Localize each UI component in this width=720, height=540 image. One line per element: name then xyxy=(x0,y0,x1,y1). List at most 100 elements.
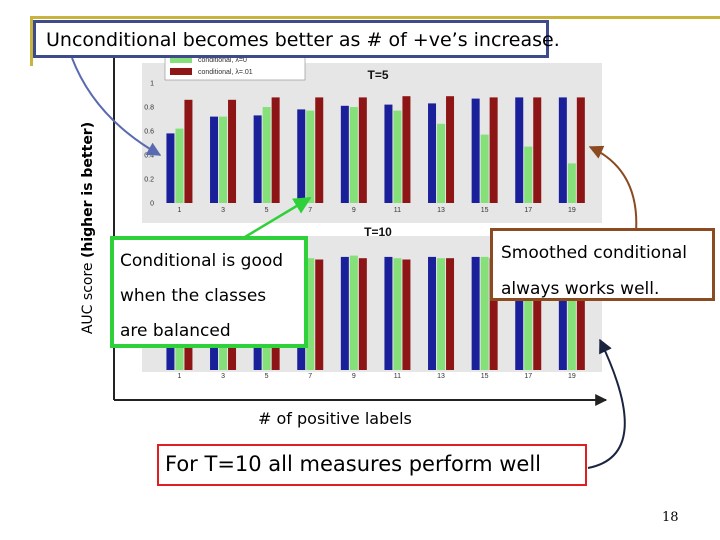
y-tick-chart0-1: 0.2 xyxy=(144,177,154,184)
bar-chart0-s2-c1 xyxy=(228,99,237,203)
callout-conditional-line2: when the classes xyxy=(120,286,267,306)
callout-smoothed-line2: always works well. xyxy=(501,279,660,299)
x-tick-chart0-9: 19 xyxy=(568,207,576,214)
x-tick-chart0-1: 3 xyxy=(221,207,225,214)
bar-chart0-s0-c9 xyxy=(558,97,567,203)
y-tick-chart0-0: 0 xyxy=(150,201,154,208)
bar-chart0-s2-c2 xyxy=(271,97,280,203)
arrow-to-smoothed xyxy=(588,145,638,233)
x-tick-chart1-9: 19 xyxy=(568,373,576,380)
bar-chart1-s0-c4 xyxy=(340,256,349,370)
bar-chart1-s2-c8 xyxy=(533,258,542,370)
bar-chart1-s0-c8 xyxy=(515,256,524,370)
decor-top-rule xyxy=(30,16,720,19)
chart-t5-y-axis: 0 0.2 0.4 0.6 0.8 1 xyxy=(144,81,154,208)
bar-chart0-s1-c1 xyxy=(219,116,228,203)
bar-chart0-s0-c6 xyxy=(428,103,437,203)
arrow-to-t10 xyxy=(587,338,626,469)
x-tick-chart0-4: 9 xyxy=(352,207,356,214)
x-tick-chart0-0: 1 xyxy=(177,207,181,214)
callout-conditional-line1: Conditional is good xyxy=(120,251,284,271)
x-tick-chart0-6: 13 xyxy=(437,207,445,214)
x-tick-chart1-6: 13 xyxy=(437,373,445,380)
bar-chart0-s1-c3 xyxy=(306,110,315,203)
bar-chart1-s2-c6 xyxy=(446,258,455,370)
legend-swatch-conditional xyxy=(170,56,192,63)
bar-chart0-s0-c2 xyxy=(253,115,262,203)
callout-smoothed: Smoothed conditional always works well. xyxy=(490,228,715,301)
callout-conditional-line3: are balanced xyxy=(120,321,231,341)
chart-t5-bars xyxy=(166,96,585,203)
bar-chart0-s0-c1 xyxy=(210,116,219,203)
x-tick-chart1-2: 5 xyxy=(265,373,269,380)
legend-label-conditional: conditional, λ=0 xyxy=(198,57,247,64)
x-tick-chart1-7: 15 xyxy=(481,373,489,380)
bar-chart1-s1-c5 xyxy=(393,258,402,370)
x-tick-chart0-5: 11 xyxy=(394,207,401,214)
y-axis-label: AUC score (higher is better) xyxy=(80,78,100,378)
y-tick-chart0-2: 0.4 xyxy=(144,153,154,160)
bar-chart0-s1-c2 xyxy=(262,107,271,203)
bar-chart1-s0-c6 xyxy=(428,256,437,370)
arrow-to-unconditional xyxy=(71,57,162,156)
y-tick-chart0-3: 0.6 xyxy=(144,129,154,136)
x-tick-chart0-2: 5 xyxy=(265,207,269,214)
callout-t10: For T=10 all measures perform well xyxy=(157,444,587,486)
x-tick-chart1-1: 3 xyxy=(221,373,225,380)
bar-chart0-s1-c0 xyxy=(175,128,184,203)
bar-chart0-s2-c7 xyxy=(489,97,498,203)
bar-chart1-s1-c7 xyxy=(480,256,489,370)
bar-chart0-s1-c4 xyxy=(349,107,358,203)
callout-unconditional: Unconditional becomes better as # of +ve… xyxy=(33,20,560,58)
bar-chart1-s2-c9 xyxy=(576,258,585,370)
bar-chart1-s0-c5 xyxy=(384,256,393,370)
bar-chart0-s0-c8 xyxy=(515,97,524,203)
x-axis-label: # of positive labels xyxy=(258,409,412,428)
legend-label-smoothed: conditional, λ=.01 xyxy=(198,69,253,76)
bar-chart0-s2-c5 xyxy=(402,96,411,203)
bar-chart0-s2-c0 xyxy=(184,99,193,203)
x-tick-chart1-4: 9 xyxy=(352,373,356,380)
chart-t5: T=5 00.20.40.60.81 1 3 5 7 9 11 13 15 17 19 condi… xyxy=(142,47,602,223)
bar-chart1-s0-c9 xyxy=(558,256,567,370)
bar-chart1-s2-c4 xyxy=(358,258,367,370)
chart-t10-x-ticks: 1 3 5 7 9 11 13 15 17 19 xyxy=(177,373,575,380)
y-tick-chart0-5: 1 xyxy=(150,81,154,88)
bar-chart0-s0-c3 xyxy=(297,109,306,203)
callout-smoothed-line1: Smoothed conditional xyxy=(501,243,687,263)
callout-t10-text: For T=10 all measures perform well xyxy=(165,452,542,476)
bar-chart1-s0-c7 xyxy=(471,256,480,370)
y-tick-chart0-4: 0.8 xyxy=(144,105,154,112)
bar-chart0-s1-c9 xyxy=(567,163,576,203)
x-tick-chart1-0: 1 xyxy=(177,373,181,380)
page-number: 18 xyxy=(662,510,679,525)
bar-chart1-s1-c4 xyxy=(349,255,358,370)
callout-unconditional-text: Unconditional becomes better as # of +ve… xyxy=(46,29,560,51)
x-tick-chart1-3: 7 xyxy=(308,373,312,380)
callout-conditional: Conditional is good when the classes are… xyxy=(110,236,308,348)
bar-chart0-s1-c6 xyxy=(437,123,446,203)
y-axis-label-bold: (higher is better) xyxy=(80,121,96,259)
bar-chart1-s1-c3 xyxy=(306,258,315,370)
bar-chart0-s0-c7 xyxy=(471,98,480,203)
x-tick-chart1-5: 11 xyxy=(394,373,401,380)
chart-t5-title: T=5 xyxy=(367,68,388,82)
bar-chart0-s2-c6 xyxy=(446,96,455,203)
bar-chart0-s2-c3 xyxy=(315,97,324,203)
bar-chart0-s2-c4 xyxy=(358,97,367,203)
legend-swatch-smoothed xyxy=(170,68,192,75)
x-tick-chart0-8: 17 xyxy=(524,207,532,214)
bar-chart0-s0-c0 xyxy=(166,133,175,203)
bar-chart0-s1-c8 xyxy=(524,146,533,203)
bar-chart0-s1-c5 xyxy=(393,110,402,203)
x-tick-chart0-3: 7 xyxy=(308,207,312,214)
bar-chart0-s1-c7 xyxy=(480,134,489,203)
bar-chart0-s2-c9 xyxy=(576,97,585,203)
bar-chart0-s0-c4 xyxy=(340,105,349,203)
decor-left-rule xyxy=(30,16,33,66)
chart-t10-title: T=10 xyxy=(364,225,392,239)
bar-chart1-s1-c8 xyxy=(524,258,533,370)
bar-chart1-s1-c6 xyxy=(437,258,446,370)
bar-chart1-s1-c9 xyxy=(567,258,576,370)
bar-chart0-s0-c5 xyxy=(384,104,393,203)
